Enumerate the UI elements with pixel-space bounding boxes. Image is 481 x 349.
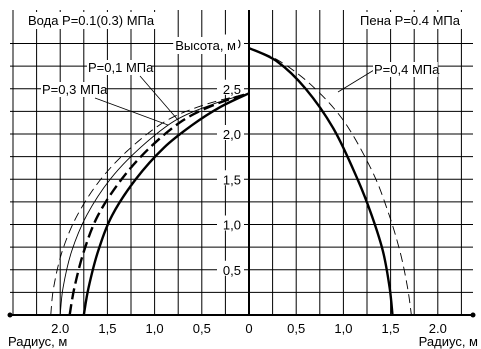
x-label-left-bg (6, 333, 70, 349)
y-label-bg (173, 37, 239, 54)
axis-end-dot (470, 312, 476, 318)
y-tick-bg (217, 170, 244, 186)
y-tick-bg (217, 79, 244, 95)
x-tick-label-right: 1,0 (334, 321, 352, 336)
y-tick-label: 0,5 (223, 263, 241, 278)
y-tick-bg (217, 260, 244, 276)
annotation-bg (87, 60, 152, 75)
annotation-label: P=0,1 МПа (88, 60, 154, 75)
x-tick-label-right: 2,0 (429, 321, 447, 336)
annotation-label: P=0,3 МПа (42, 82, 108, 97)
left-title-bg (26, 12, 157, 29)
y-tick-bg (217, 125, 244, 140)
annotation-label: P=0,4 МПа (374, 62, 440, 77)
annotation-leader (139, 75, 179, 121)
annotation-bg (373, 62, 438, 77)
series-line-left-thick-solid (82, 92, 250, 316)
annotation-leader (94, 97, 169, 126)
x-tick-label-left: 1,0 (146, 321, 164, 336)
series (50, 46, 412, 316)
x-tick-label-left: 0 (245, 321, 252, 336)
x-tick-label-left: 2,0 (51, 321, 69, 336)
x-label-right-bg (416, 333, 481, 349)
y-tick-label: 1,5 (223, 172, 241, 187)
y-tick-label: 2,0 (223, 127, 241, 142)
x-tick-label-right: 0,5 (287, 321, 305, 336)
y-tick-bg (217, 215, 244, 231)
left-panel-title: Вода P=0.1(0.3) МПа (28, 13, 155, 28)
axis-end-dot (7, 312, 13, 318)
x-axis-label-right: Радиус, м (419, 334, 478, 349)
y-tick-label: 2,5 (223, 82, 241, 97)
y-tick-label: 1,0 (223, 218, 241, 233)
axes (7, 10, 476, 318)
annotation-bg (41, 82, 106, 97)
annotation-leader (337, 69, 375, 93)
series-line-left-thick-dashed (68, 92, 250, 316)
x-tick-label-left: 1,5 (98, 321, 116, 336)
x-axis-label-left: Радиус, м (8, 334, 67, 349)
series-line-right-thick-solid (248, 46, 394, 316)
x-tick-label-left: 0,5 (193, 321, 211, 336)
series-line-left-thin-dashed (50, 92, 250, 316)
y-axis-label: Высота, м (175, 38, 236, 53)
annotations: P=0,1 МПа P=0,3 МПа P=0,4 МПа (41, 60, 440, 126)
x-tick-label-right: 1,5 (382, 321, 400, 336)
right-panel-title: Пена P=0.4 МПа (360, 13, 461, 28)
right-title-bg (358, 12, 463, 29)
series-line-left-thin-solid (59, 92, 250, 316)
